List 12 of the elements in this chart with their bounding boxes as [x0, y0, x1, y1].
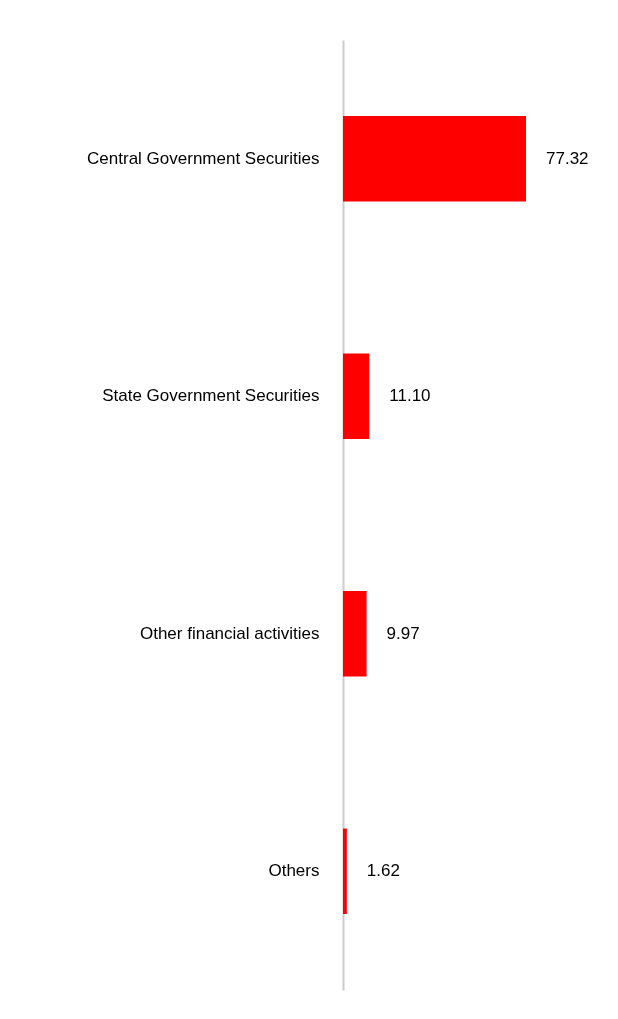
bar [343, 116, 526, 202]
data-label: 9.97 [386, 623, 420, 643]
y-tick-label: Other financial activities [139, 623, 320, 643]
bar [343, 591, 367, 677]
y-tick-label: State Government Securities [102, 386, 320, 406]
data-label: 1.62 [366, 861, 400, 881]
y-tick-label: Others [268, 861, 320, 881]
y-tick-label: Central Government Securities [87, 148, 320, 168]
data-label: 77.32 [546, 148, 589, 168]
data-label: 11.10 [389, 386, 431, 406]
bar [343, 353, 370, 439]
bar [343, 828, 347, 914]
